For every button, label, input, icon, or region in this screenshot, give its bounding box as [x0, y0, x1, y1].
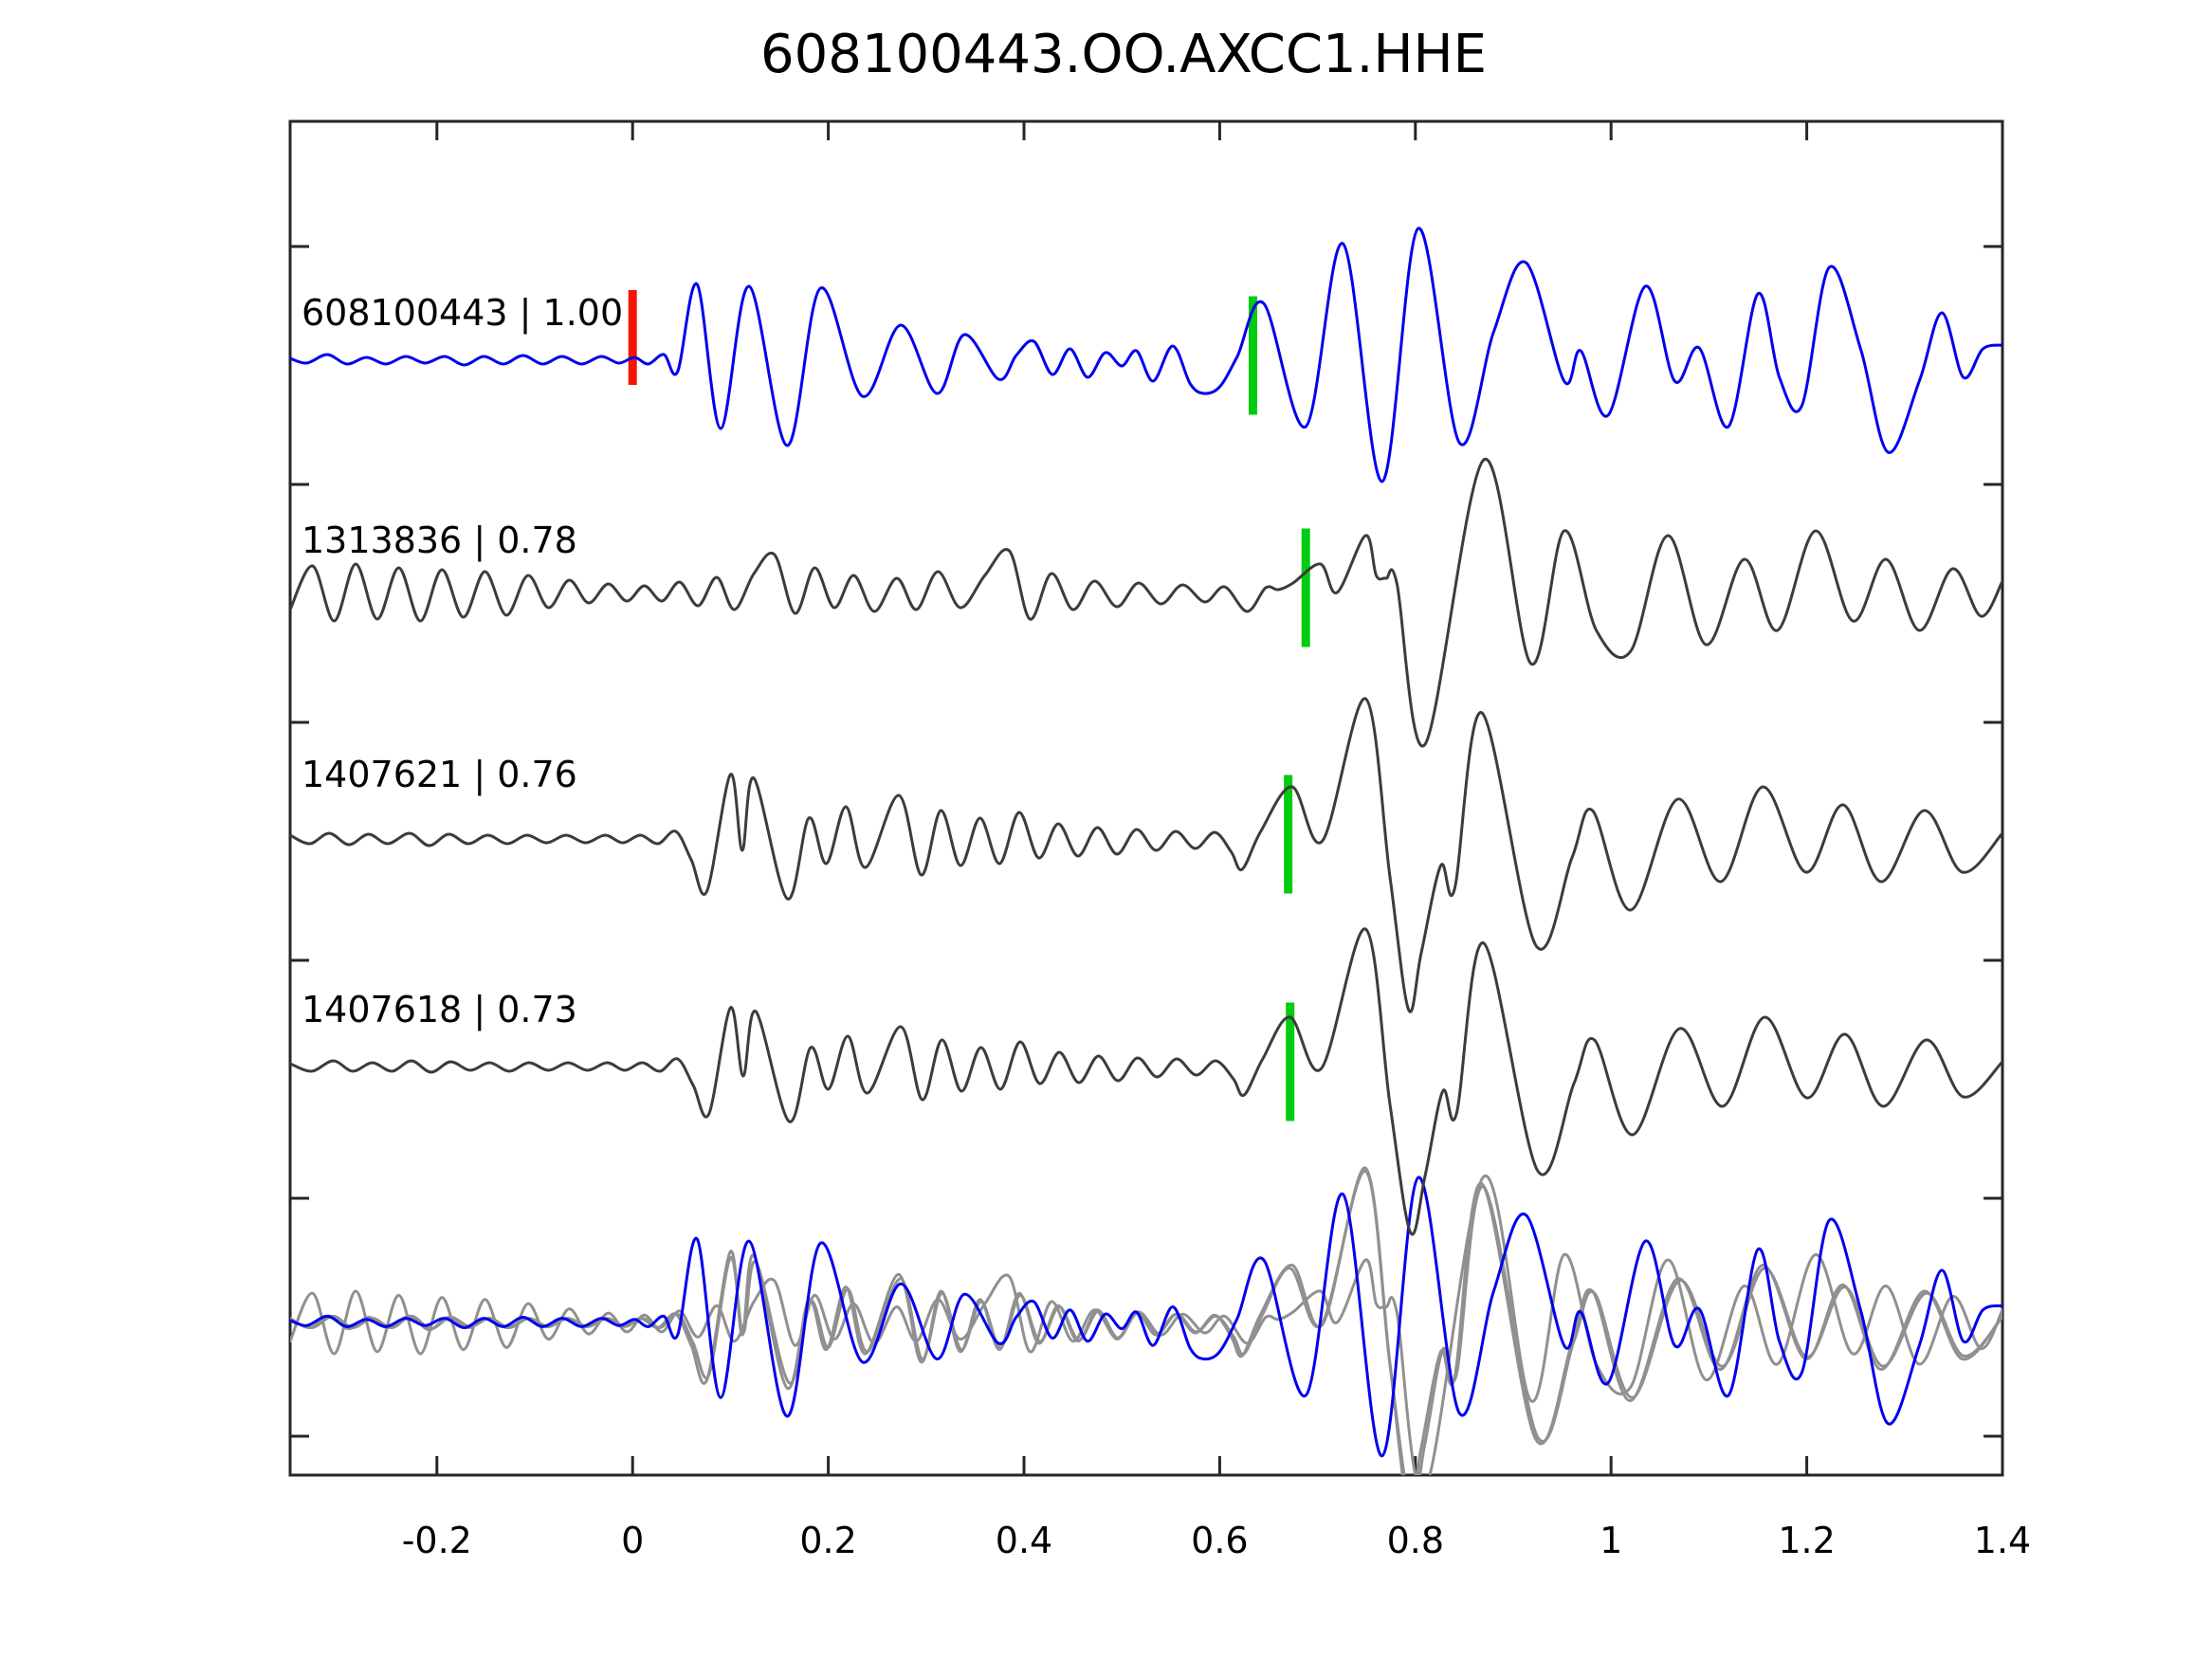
pick-marker [1284, 775, 1293, 894]
origin-pick-marker [628, 290, 637, 385]
trace-608100443 [290, 227, 2002, 483]
axes-box [288, 119, 2004, 1477]
trace-label: 608100443 | 1.00 [302, 292, 623, 335]
x-tick-label: 0.6 [1191, 1520, 1248, 1561]
x-tick-label: 1 [1600, 1520, 1622, 1561]
x-tick-label: 0.8 [1387, 1520, 1444, 1561]
overlay-trace-1407621 [290, 1166, 2002, 1475]
trace-1313836 [290, 458, 2002, 748]
waveforms-group [290, 227, 2002, 1475]
trace-label: 1407621 | 0.76 [302, 754, 577, 796]
pick-marker [1301, 528, 1310, 647]
pick-marker [1286, 1002, 1295, 1121]
chart-title: 608100443.OO.AXCC1.HHE [760, 24, 1487, 85]
trace-1407621 [290, 697, 2002, 1013]
trace-1407618 [290, 927, 2002, 1236]
pick-marker [1248, 296, 1257, 415]
x-tick-label: 1.2 [1778, 1520, 1835, 1561]
x-tick-label: 0 [621, 1520, 644, 1561]
trace-label: 1313836 | 0.78 [302, 520, 577, 562]
overlay-trace-608100443 [290, 1176, 2002, 1458]
trace-label: 1407618 | 0.73 [302, 989, 577, 1031]
x-tick-label: 1.4 [1974, 1520, 2031, 1561]
x-tick-label: -0.2 [402, 1520, 472, 1561]
x-tick-label: 0.2 [799, 1520, 856, 1561]
x-tick-label: 0.4 [996, 1520, 1052, 1561]
